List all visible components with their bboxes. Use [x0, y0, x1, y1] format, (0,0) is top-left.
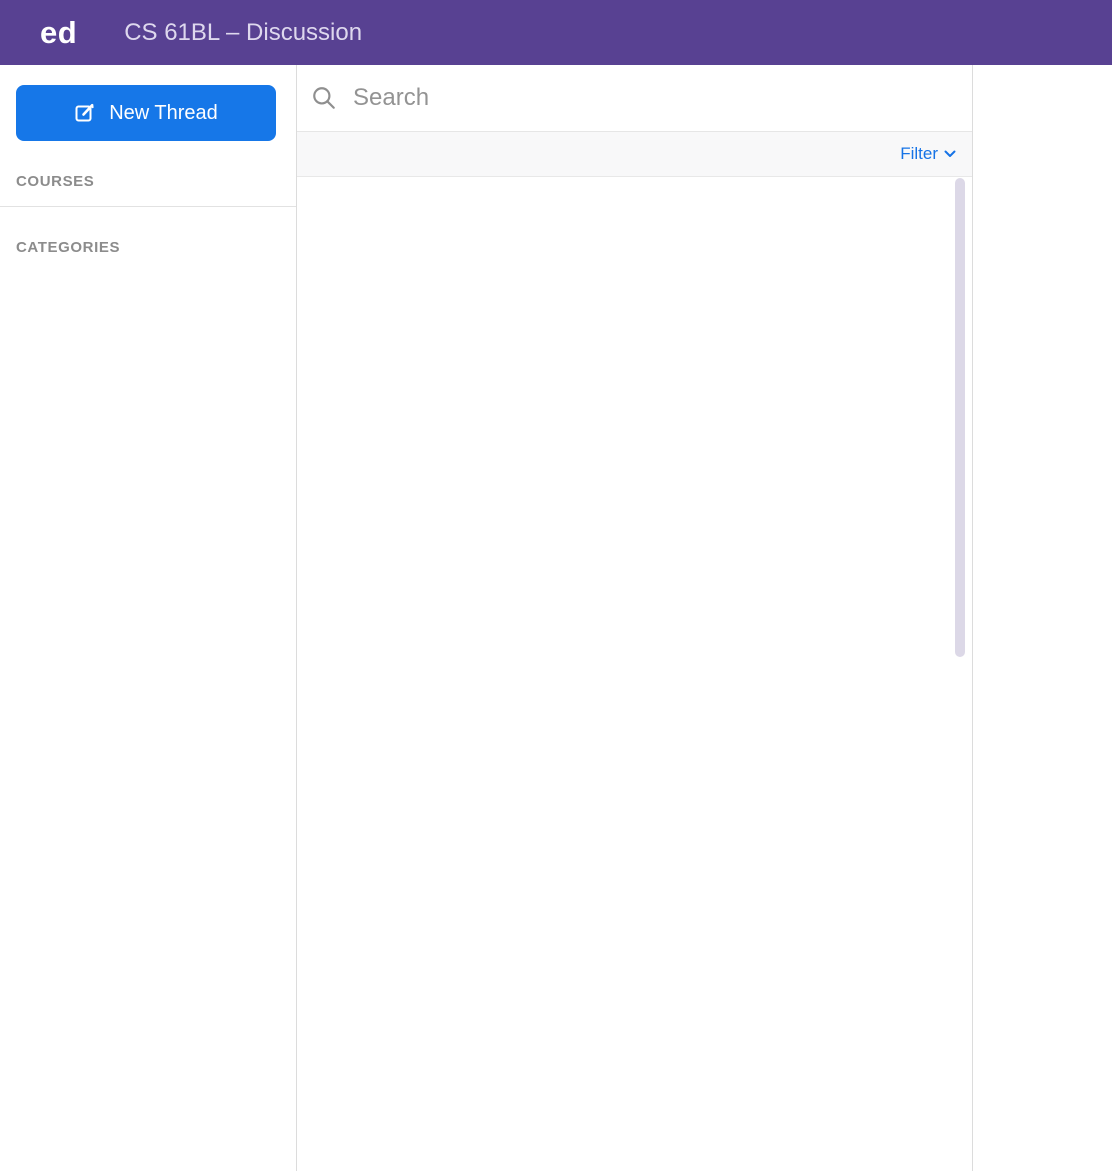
search-icon	[313, 87, 335, 109]
categories-heading: CATEGORIES	[16, 239, 121, 256]
page-title: CS 61BL – Discussion	[124, 18, 363, 46]
ed-logo[interactable]: ed	[40, 14, 78, 50]
scrollbar-thumb[interactable]	[955, 178, 965, 657]
sidebar: New Thread COURSES CATEGORIES	[0, 65, 297, 1171]
thread-list-panel: Filter	[297, 65, 973, 1171]
search-bar	[297, 65, 972, 132]
chevron-down-icon	[944, 150, 956, 157]
filter-label: Filter	[900, 144, 938, 163]
filter-button[interactable]: Filter	[900, 144, 956, 164]
app-header: ed CS 61BL – Discussion	[0, 0, 1112, 65]
new-thread-label: New Thread	[109, 101, 218, 124]
courses-heading: COURSES	[16, 173, 95, 190]
new-thread-button[interactable]: New Thread	[16, 85, 276, 141]
content-placeholder	[973, 65, 1112, 1171]
filter-bar: Filter	[297, 132, 972, 177]
sidebar-divider	[0, 206, 296, 207]
compose-icon	[74, 102, 96, 124]
search-input[interactable]	[353, 84, 958, 112]
